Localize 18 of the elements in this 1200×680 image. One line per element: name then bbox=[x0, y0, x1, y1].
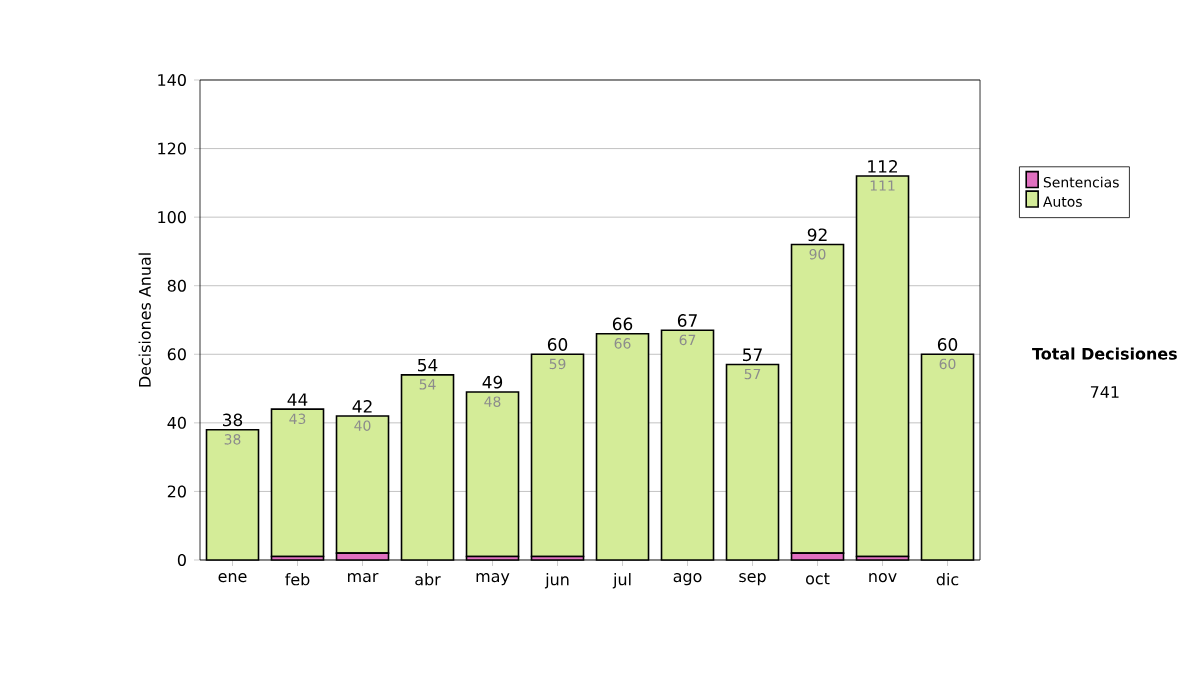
bar bbox=[335, 415, 390, 554]
bar bbox=[270, 408, 325, 558]
total-label: 38 bbox=[223, 413, 243, 427]
total-label: 54 bbox=[418, 358, 438, 372]
total-label: 57 bbox=[743, 348, 762, 362]
total-label: 66 bbox=[612, 317, 633, 331]
bar bbox=[530, 353, 585, 558]
bar bbox=[855, 175, 910, 558]
bar bbox=[465, 391, 520, 558]
total-label: 60 bbox=[937, 338, 958, 351]
total-label: 60 bbox=[547, 338, 568, 351]
total-label: 67 bbox=[677, 314, 697, 327]
total-label: 112 bbox=[868, 160, 897, 173]
total-label: 92 bbox=[807, 228, 827, 242]
total-label: 49 bbox=[482, 375, 503, 389]
total-label: 44 bbox=[287, 393, 308, 406]
bar bbox=[790, 243, 845, 554]
total-label: 42 bbox=[352, 400, 372, 413]
